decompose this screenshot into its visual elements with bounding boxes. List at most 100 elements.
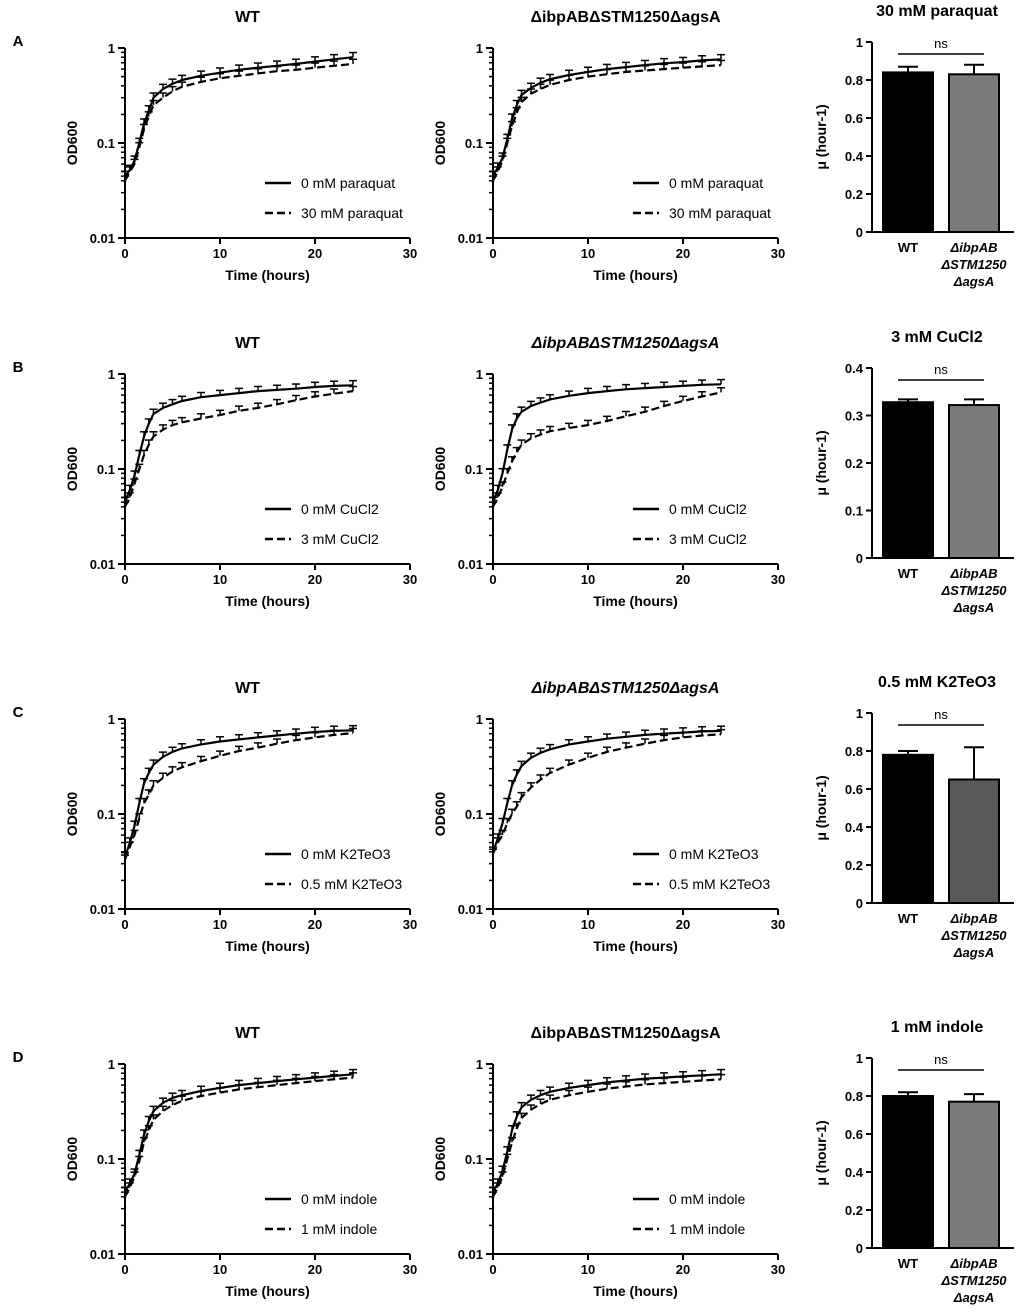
category-label: ΔagsA xyxy=(953,600,995,615)
category-label: ΔagsA xyxy=(953,274,995,289)
x-tick-label: 20 xyxy=(308,246,322,261)
x-tick-label: 30 xyxy=(771,246,785,261)
bar-chart: 0 0.1 0.2 0.3 0.4 μ (hour-1) ns WT ΔibpAB ΔSTM125… xyxy=(813,329,1014,615)
y-tick-label: 0.8 xyxy=(845,73,863,88)
y-tick-label: 0.3 xyxy=(845,409,863,424)
y-tick-label: 0.01 xyxy=(90,557,115,572)
growth-plot: 0 10 20 30 1 0.1 0.01 Time (hours) OD600 ΔibpABΔS… xyxy=(432,9,785,283)
series-line xyxy=(124,1076,354,1198)
x-tick-label: 20 xyxy=(676,572,690,587)
y-axis-label: μ (hour-1) xyxy=(813,775,829,840)
y-tick-label: 1 xyxy=(476,712,483,727)
x-tick-label: 0 xyxy=(121,246,128,261)
growth-plot: 0 10 20 30 1 0.1 0.01 Time (hours) OD600 ΔibpABΔS… xyxy=(432,335,785,609)
y-tick-label: 0.6 xyxy=(845,782,863,797)
category-label: ΔibpAB xyxy=(950,911,998,926)
bar xyxy=(882,753,934,904)
x-axis-label: Time (hours) xyxy=(593,1283,678,1299)
x-axis-label: Time (hours) xyxy=(225,593,310,609)
significance-label: ns xyxy=(934,1052,948,1067)
y-tick-label: 0.01 xyxy=(90,1247,115,1262)
significance-label: ns xyxy=(934,707,948,722)
y-axis-label: μ (hour-1) xyxy=(813,430,829,495)
x-tick-label: 10 xyxy=(581,572,595,587)
category-label: ΔagsA xyxy=(953,945,995,960)
bar xyxy=(882,1095,934,1249)
legend-label: 1 mM indole xyxy=(301,1221,377,1237)
plot-title: WT xyxy=(235,335,260,352)
y-tick-label: 1 xyxy=(856,35,863,50)
bar xyxy=(882,401,934,560)
x-axis-label: Time (hours) xyxy=(593,593,678,609)
y-tick-label: 0.01 xyxy=(458,231,483,246)
significance-label: ns xyxy=(934,362,948,377)
series-line xyxy=(124,62,354,182)
x-tick-label: 0 xyxy=(121,1262,128,1277)
series-line xyxy=(492,1073,722,1193)
x-tick-label: 30 xyxy=(403,246,417,261)
y-tick-label: 0.1 xyxy=(97,807,115,822)
category-label: ΔibpAB xyxy=(950,240,998,255)
x-tick-label: 0 xyxy=(489,572,496,587)
legend-label: 0 mM K2TeO3 xyxy=(301,846,391,862)
y-tick-label: 1 xyxy=(108,712,115,727)
y-axis-label: OD600 xyxy=(432,447,448,492)
y-tick-label: 0.1 xyxy=(465,136,483,151)
legend-label: 30 mM paraquat xyxy=(301,205,403,221)
series-line xyxy=(492,58,722,177)
x-tick-label: 10 xyxy=(581,917,595,932)
category-label: ΔSTM1250 xyxy=(940,257,1007,272)
y-tick-label: 0.6 xyxy=(845,1127,863,1142)
x-tick-label: 20 xyxy=(676,1262,690,1277)
legend-label: 0 mM paraquat xyxy=(669,175,763,191)
y-tick-label: 0.1 xyxy=(97,1152,115,1167)
category-label: ΔSTM1250 xyxy=(940,583,1007,598)
y-tick-label: 0.2 xyxy=(845,187,863,202)
x-tick-label: 0 xyxy=(489,246,496,261)
y-tick-label: 1 xyxy=(856,1051,863,1066)
panel-letter: C xyxy=(13,704,24,721)
y-tick-label: 0.01 xyxy=(90,231,115,246)
y-tick-label: 0.4 xyxy=(845,149,864,164)
y-tick-label: 0.01 xyxy=(458,902,483,917)
category-label: ΔagsA xyxy=(953,1290,995,1305)
y-tick-label: 0.1 xyxy=(845,504,863,519)
growth-plot: 0 10 20 30 1 0.1 0.01 Time (hours) OD600 WT 0 mM C… xyxy=(64,335,417,609)
legend-label: 30 mM paraquat xyxy=(669,205,771,221)
y-tick-label: 0 xyxy=(856,1241,863,1256)
y-tick-label: 0.1 xyxy=(465,1152,483,1167)
y-axis-label: OD600 xyxy=(64,792,80,837)
x-axis-label: Time (hours) xyxy=(225,938,310,954)
growth-plot: 0 10 20 30 1 0.1 0.01 Time (hours) OD600 ΔibpABΔS… xyxy=(432,680,785,954)
y-axis-label: OD600 xyxy=(432,121,448,166)
legend-label: 3 mM CuCl2 xyxy=(301,531,379,547)
legend-label: 0 mM indole xyxy=(669,1191,745,1207)
bar-title: 0.5 mM K2TeO3 xyxy=(878,674,996,691)
bar-title: 3 mM CuCl2 xyxy=(891,329,983,346)
legend-label: 3 mM CuCl2 xyxy=(669,531,747,547)
bar xyxy=(948,404,1000,559)
x-axis-label: Time (hours) xyxy=(225,1283,310,1299)
legend-label: 0 mM CuCl2 xyxy=(669,501,747,517)
legend-label: 0 mM K2TeO3 xyxy=(669,846,759,862)
plot-title: WT xyxy=(235,9,260,26)
x-axis-label: Time (hours) xyxy=(593,267,678,283)
x-tick-label: 10 xyxy=(581,1262,595,1277)
y-tick-label: 0.2 xyxy=(845,456,863,471)
x-axis-label: Time (hours) xyxy=(225,267,310,283)
category-label: ΔSTM1250 xyxy=(940,1273,1007,1288)
category-label: ΔibpAB xyxy=(950,1256,998,1271)
series-line xyxy=(492,64,722,182)
y-tick-label: 0 xyxy=(856,551,863,566)
y-tick-label: 0.4 xyxy=(845,1165,864,1180)
y-axis-label: OD600 xyxy=(432,1137,448,1182)
panel-letter: B xyxy=(13,359,24,376)
x-tick-label: 10 xyxy=(213,246,227,261)
x-tick-label: 10 xyxy=(213,1262,227,1277)
plot-title: ΔibpABΔSTM1250ΔagsA xyxy=(531,335,720,352)
x-tick-label: 20 xyxy=(308,917,322,932)
bar xyxy=(882,71,934,234)
y-tick-label: 0 xyxy=(856,896,863,911)
growth-plot: 0 10 20 30 1 0.1 0.01 Time (hours) OD600 WT 0 mM K… xyxy=(64,680,417,954)
